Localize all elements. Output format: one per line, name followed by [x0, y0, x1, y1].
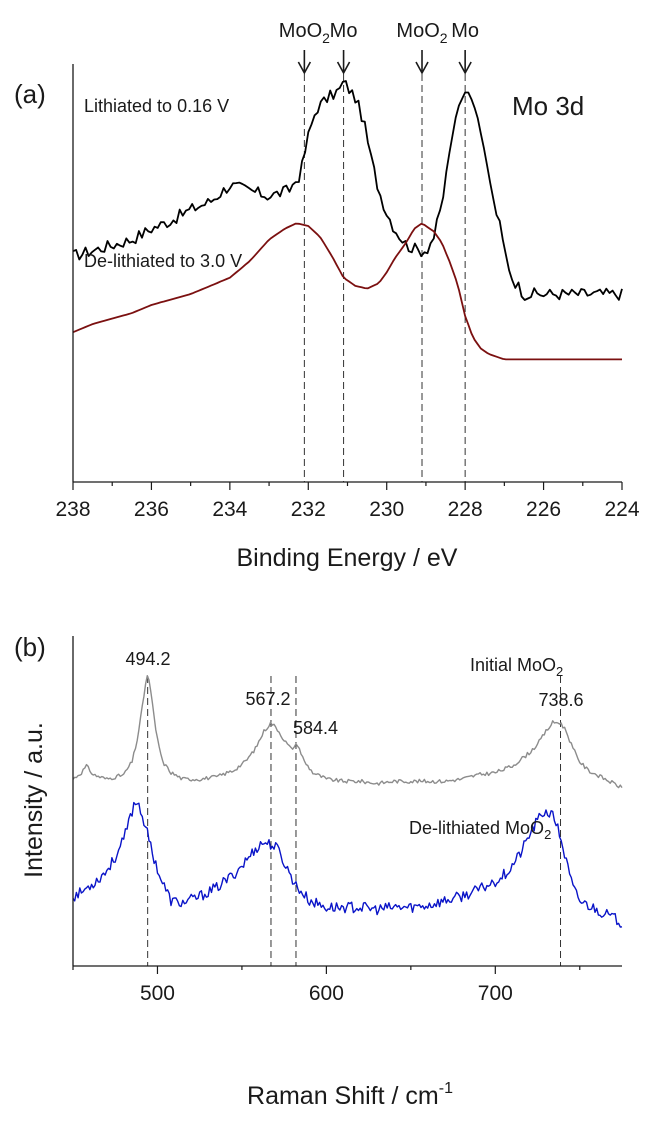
panel-a-annotation: Mo 3d: [512, 91, 584, 121]
panel-a-top-label-sub: 2: [322, 30, 330, 46]
series-layer: [72, 80, 623, 928]
panel-a-top-label: Mo: [330, 20, 358, 42]
panel-b-x-axis-title-sup: -1: [439, 1080, 453, 1097]
panel-a-top-label-arrowhead: [297, 61, 312, 75]
panel-a-top-label-main: MoO: [279, 20, 322, 42]
panel-b-series-label-initial: Initial MoO2: [470, 655, 563, 679]
panel-b-peak-label: 494.2: [125, 649, 170, 669]
panel-a-top-label-arrowhead: [415, 61, 429, 75]
panel-a-top-label-main: Mo: [451, 20, 479, 42]
panel-b-x-tick-label: 500: [140, 982, 175, 1005]
panel-b-series-label-initial-sub: 2: [556, 664, 563, 679]
panel-a-series-delithiated: [72, 222, 622, 361]
axes-layer: [72, 50, 623, 974]
panel-b-x-axis-title: Raman Shift / cm-1: [247, 1080, 453, 1110]
panel-a-x-tick-label: 232: [291, 498, 326, 521]
panel-b-x-axis-title-main: Raman Shift / cm: [247, 1082, 439, 1110]
panel-a-series-label-delithiated: De-lithiated to 3.0 V: [84, 251, 242, 271]
panel-a-top-label-main: Mo: [330, 20, 358, 42]
panel-a-top-label: MoO2: [279, 20, 330, 46]
panel-a-label: (a): [14, 79, 46, 109]
panel-a-x-tick-label: 234: [212, 498, 247, 521]
panel-a-top-label-sub: 2: [440, 30, 448, 46]
panel-a-x-tick-label: 224: [604, 498, 639, 521]
panel-b-series-label-delithiated-main: De-lithiated MoO: [409, 818, 544, 838]
panel-a-top-label-arrowhead: [458, 61, 472, 75]
text-layer: Intensity / a.u. 238 236 234 232 230 228 226 22…: [14, 20, 640, 1110]
panel-a-top-label-main: MoO: [396, 20, 439, 42]
panel-b-series-initial: [72, 675, 623, 789]
panel-b-series-delithiated: [72, 801, 623, 928]
panel-a-top-label-arrowhead: [336, 61, 351, 75]
panel-b-x-tick-label: 700: [478, 982, 513, 1005]
panel-b-series-label-initial-main: Initial MoO: [470, 655, 556, 675]
panel-a-x-tick-label: 236: [134, 498, 169, 521]
panel-b-peak-label: 738.6: [538, 690, 583, 710]
y-axis-title: Intensity / a.u.: [20, 722, 48, 878]
panel-b-series-label-delithiated-sub: 2: [544, 827, 551, 842]
panel-a-x-tick-label: 228: [448, 498, 483, 521]
panel-a-x-tick-label: 230: [369, 498, 404, 521]
panel-b-peak-label: 584.4: [293, 718, 338, 738]
panel-a-top-label: Mo: [451, 20, 479, 42]
panel-a-x-tick-label: 238: [55, 498, 90, 521]
panel-b-x-tick-label: 600: [309, 982, 344, 1005]
panel-a-series-lithiated: [72, 80, 623, 301]
panel-b-series-label-delithiated: De-lithiated MoO2: [409, 818, 551, 842]
panel-b-label: (b): [14, 632, 46, 662]
panel-a-top-label: MoO2: [396, 20, 447, 46]
panel-a-x-tick-label: 226: [526, 498, 561, 521]
panel-b-peak-label: 567.2: [245, 689, 290, 709]
panel-a-series-label-lithiated: Lithiated to 0.16 V: [84, 96, 229, 116]
panel-a-x-axis-title: Binding Energy / eV: [237, 544, 458, 572]
